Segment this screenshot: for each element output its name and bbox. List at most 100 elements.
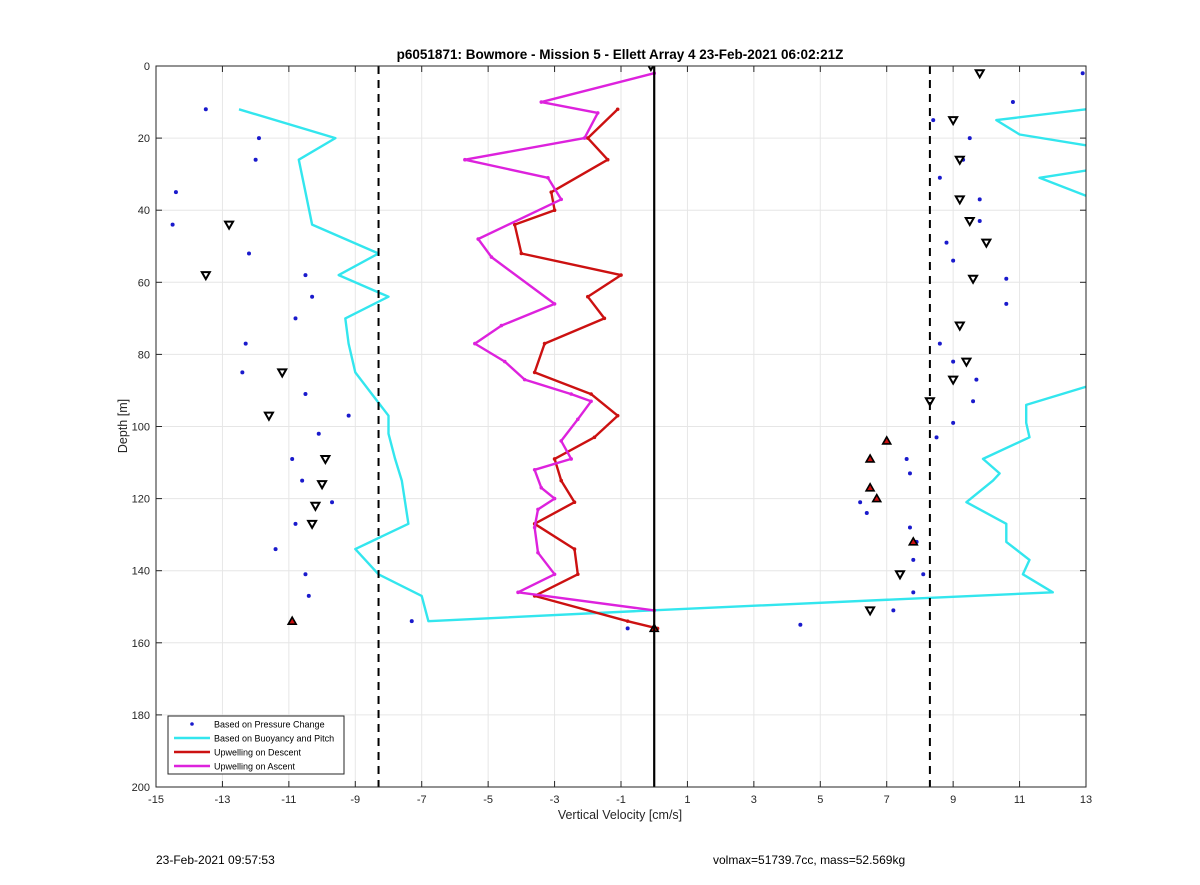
pressure-change-point <box>409 619 414 624</box>
open-triangle-marker <box>316 480 328 491</box>
x-tick-label: 11 <box>1014 794 1025 806</box>
pressure-change-point <box>1004 301 1009 306</box>
y-tick-label: 180 <box>132 710 150 722</box>
pressure-change-point <box>346 413 351 418</box>
open-triangle-marker <box>276 368 288 379</box>
ascent-point <box>502 359 507 364</box>
descent-point <box>552 208 557 212</box>
pressure-change-point <box>911 590 916 595</box>
pressure-change-point <box>273 547 278 552</box>
pressure-change-point <box>977 219 982 224</box>
filled-triangle-marker <box>864 453 876 463</box>
buoyancy-pitch-line-segment <box>995 108 1086 147</box>
ascent-point <box>552 496 557 501</box>
open-triangle-marker <box>954 195 966 206</box>
x-tick-label: -1 <box>616 794 626 806</box>
pressure-change-point <box>293 521 298 526</box>
pressure-change-point <box>974 377 979 382</box>
y-tick-label: 160 <box>132 638 150 650</box>
pressure-change-point <box>303 392 308 397</box>
x-tick-label: -13 <box>214 794 230 806</box>
pressure-change-point <box>858 500 863 505</box>
pressure-change-point <box>1080 71 1085 76</box>
ascent-point <box>552 302 557 306</box>
pressure-change-point <box>977 197 982 202</box>
pressure-change-point <box>170 222 175 227</box>
pressure-change-point <box>203 107 208 112</box>
pressure-change-point <box>798 622 803 627</box>
ascent-point <box>539 100 544 104</box>
descent-point <box>549 190 554 194</box>
ascent-point <box>536 507 540 512</box>
descent-point <box>585 294 590 299</box>
y-tick-label: 40 <box>138 205 150 217</box>
legend-swatch-pressure-change <box>190 722 194 726</box>
ascent-point <box>499 323 504 328</box>
filled-triangle-marker <box>286 615 298 625</box>
pressure-change-point <box>951 258 956 263</box>
legend: Based on Pressure Change Based on Buoyanc… <box>167 715 345 775</box>
buoyancy-pitch-line-segment <box>1038 169 1086 197</box>
open-triangle-marker <box>223 220 235 231</box>
y-tick-label: 20 <box>138 133 150 145</box>
pressure-change-point <box>971 399 976 404</box>
open-triangle-marker <box>947 375 959 386</box>
pressure-change-point <box>243 341 248 346</box>
filled-triangle-marker <box>907 536 919 546</box>
ascent-point <box>522 377 527 382</box>
y-tick-label: 200 <box>132 782 150 794</box>
pressure-change-point <box>316 431 321 436</box>
open-triangle-marker <box>954 321 966 332</box>
legend-label: Based on Pressure Change <box>214 720 325 730</box>
pressure-change-point <box>173 190 178 195</box>
ascent-point <box>546 175 550 180</box>
filled-triangle-marker <box>881 435 893 445</box>
pressure-change-point <box>303 273 308 278</box>
pressure-change-point <box>931 118 936 123</box>
reference-lines <box>377 66 931 787</box>
pressure-change-point <box>951 359 956 364</box>
footer-timestamp: 23-Feb-2021 09:57:53 <box>156 853 275 867</box>
pressure-change-point <box>864 511 869 516</box>
open-triangle-marker <box>306 519 318 530</box>
descent-point <box>592 435 597 440</box>
legend-label: Based on Buoyancy and Pitch <box>214 734 334 744</box>
pressure-change-point <box>253 157 258 162</box>
pressure-change-point <box>907 525 912 530</box>
descent-point <box>605 157 610 162</box>
descent-point <box>552 457 557 461</box>
open-triangle-marker <box>924 397 936 408</box>
descent-point <box>602 316 607 321</box>
pressure-change-point <box>290 456 295 461</box>
pressure-change-point <box>904 456 909 461</box>
legend-label: Upwelling on Descent <box>214 748 302 758</box>
open-triangle-marker <box>309 501 322 512</box>
pressure-change-point <box>934 435 939 440</box>
ascent-point <box>532 467 537 472</box>
pressure-change-point <box>944 240 949 245</box>
pressure-change-point <box>240 370 245 375</box>
pressure-change-point <box>967 136 972 141</box>
y-tick-label: 60 <box>138 277 150 289</box>
pressure-change-point <box>907 471 912 476</box>
descent-point <box>572 500 577 505</box>
descent-point <box>559 478 564 483</box>
pressure-change-point <box>300 478 305 483</box>
pressure-change-point <box>256 136 261 141</box>
ascent-point <box>489 255 494 259</box>
ascent-point <box>576 417 580 422</box>
filled-triangle-marker <box>871 492 883 503</box>
x-tick-label: -7 <box>417 794 427 806</box>
pressure-change-point <box>937 341 942 346</box>
pressure-change-point <box>293 316 298 321</box>
descent-line <box>513 108 658 630</box>
ascent-point <box>532 525 537 530</box>
ascent-point <box>476 237 480 241</box>
ascent-point <box>552 572 557 577</box>
open-triangle-marker <box>973 69 986 80</box>
x-tick-label: 3 <box>751 794 757 806</box>
pressure-change-point <box>891 608 896 613</box>
pressure-change-point <box>625 626 630 631</box>
pressure-change-point <box>951 420 956 425</box>
footer-volmax-mass: volmax=51739.7cc, mass=52.569kg <box>713 853 906 867</box>
